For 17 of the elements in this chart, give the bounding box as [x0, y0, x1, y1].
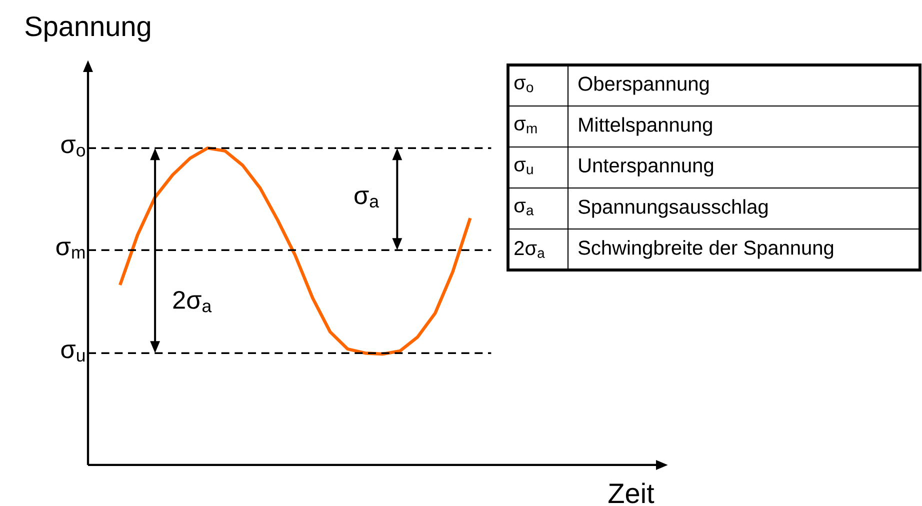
text: σ$_{o}$	[514, 78, 534, 92]
x-axis-title: Zeit	[608, 482, 654, 504]
text: Schwingbreite der Spannung	[578, 240, 834, 259]
text: Unterspannung	[579, 158, 714, 176]
text: σ$_{a}$	[514, 202, 534, 216]
text: σ$_{u}$	[514, 160, 533, 174]
text: Spannungsausschlag	[578, 199, 768, 218]
text: Mittelspannung	[579, 117, 712, 136]
text: Oberspannung	[578, 76, 709, 95]
text: 2σ$_{a}$	[514, 240, 545, 258]
text: σ$_{m}$	[514, 120, 537, 134]
annotation: 2σ$_{a}$	[173, 290, 212, 312]
ref-line-label: σ$_{m}$	[56, 242, 85, 259]
y-axis-title: Spannung	[25, 16, 150, 42]
annotation: σ$_{a}$	[354, 190, 380, 208]
ref-line-label: σ$_{o}$	[61, 140, 85, 157]
ref-line-label: σ$_{u}$	[61, 344, 85, 362]
